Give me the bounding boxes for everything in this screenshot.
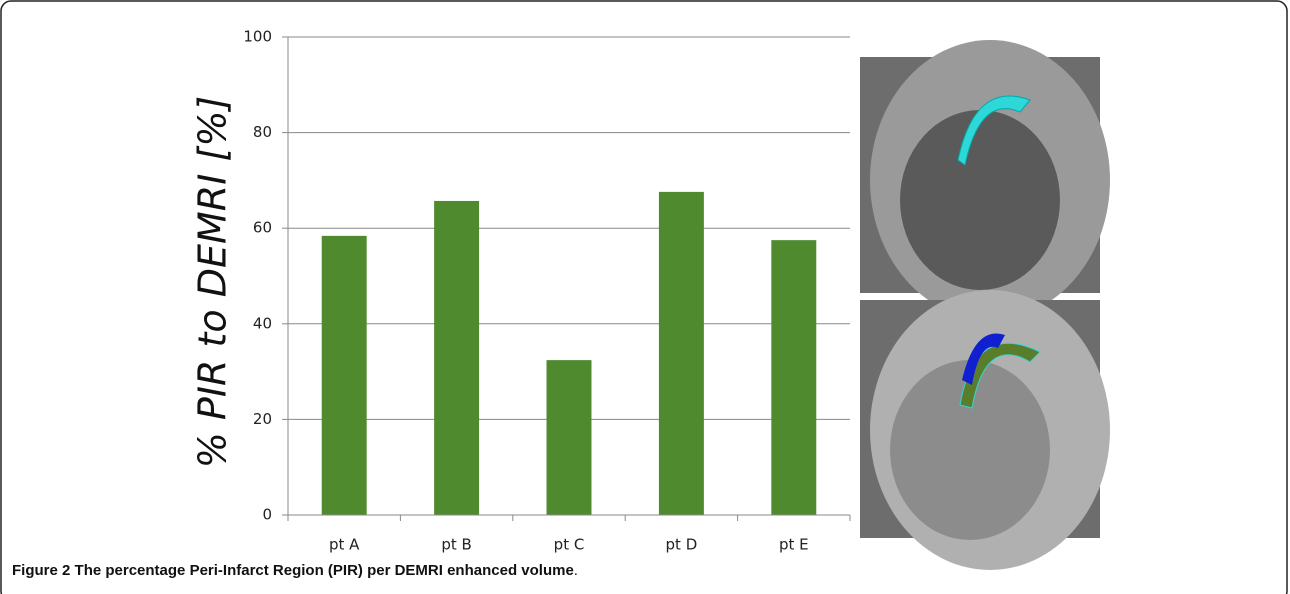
bar xyxy=(434,201,479,515)
y-axis-label: % PIR to DEMRI [%] xyxy=(191,96,235,469)
bar xyxy=(547,360,592,515)
x-tick-label: pt B xyxy=(441,536,471,554)
x-tick-label: pt C xyxy=(554,536,585,554)
y-tick-label: 80 xyxy=(253,123,272,141)
caption-text: The percentage Peri-Infarct Region (PIR)… xyxy=(75,562,574,579)
y-tick-label: 60 xyxy=(253,219,272,237)
caption-end: . xyxy=(574,562,578,579)
figure: % PIR to DEMRI [%] 0 20 40 60 80 100 pt A pt B p… xyxy=(0,0,1290,594)
x-tick-label: pt D xyxy=(666,536,698,554)
bar xyxy=(659,192,704,515)
x-tick-label: pt E xyxy=(779,536,809,554)
bar xyxy=(322,236,367,515)
bar xyxy=(771,240,816,515)
caption-label: Figure 2 xyxy=(12,562,70,579)
chart: % PIR to DEMRI [%] 0 20 40 60 80 100 pt A pt B p… xyxy=(0,0,1290,594)
caption: Figure 2 The percentage Peri-Infarct Reg… xyxy=(12,562,578,579)
mri-bottom xyxy=(860,290,1110,570)
y-tick-label: 0 xyxy=(262,506,272,524)
mri-top xyxy=(860,40,1110,320)
x-tick-label: pt A xyxy=(329,536,360,554)
y-tick-label: 20 xyxy=(253,410,272,428)
y-tick-label: 40 xyxy=(253,314,272,332)
y-tick-label: 100 xyxy=(243,28,272,46)
